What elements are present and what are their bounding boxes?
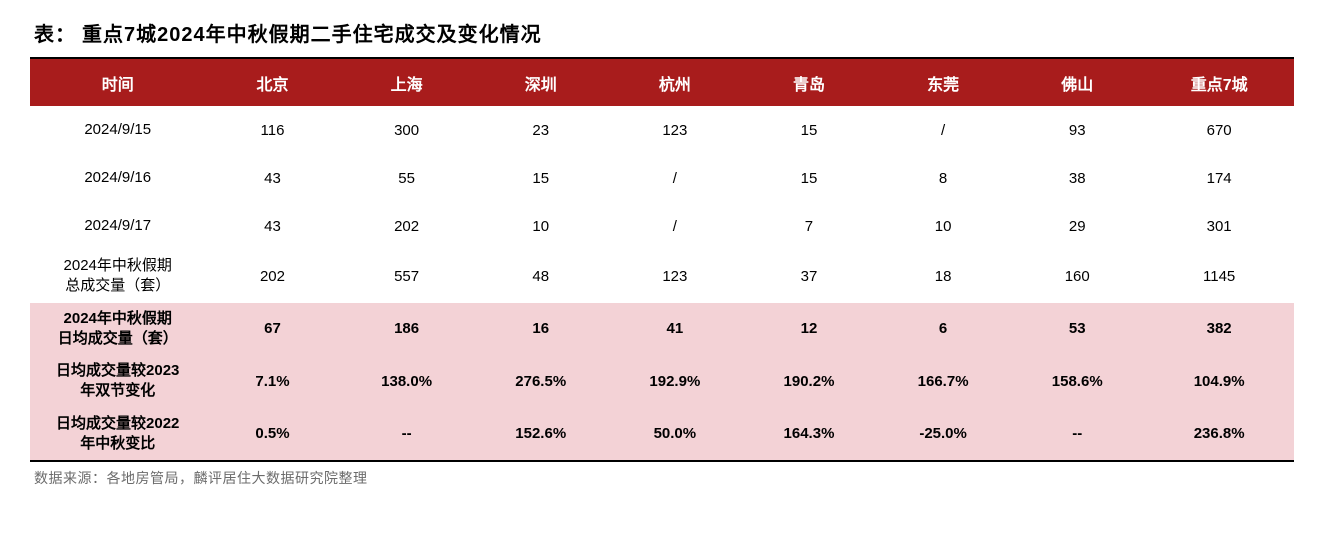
table-cell: 300: [340, 106, 474, 154]
table-body: 2024/9/151163002312315/936702024/9/16435…: [30, 106, 1294, 461]
col-header: 杭州: [608, 58, 742, 106]
table-cell: 1145: [1144, 250, 1294, 303]
col-header: 重点7城: [1144, 58, 1294, 106]
table-title: 重点7城2024年中秋假期二手住宅成交及变化情况: [82, 18, 542, 47]
col-header: 北京: [205, 58, 339, 106]
table-cell: 67: [205, 303, 339, 356]
table-cell: 10: [876, 202, 1010, 250]
table-cell: 38: [1010, 154, 1144, 202]
table-cell: 301: [1144, 202, 1294, 250]
table-cell: 15: [742, 106, 876, 154]
row-label: 日均成交量较2023年双节变化: [30, 355, 205, 408]
table-row: 2024/9/174320210/71029301: [30, 202, 1294, 250]
table-cell: 50.0%: [608, 408, 742, 462]
row-label: 2024/9/16: [30, 154, 205, 202]
col-header: 时间: [30, 58, 205, 106]
table-cell: 53: [1010, 303, 1144, 356]
table-cell: 93: [1010, 106, 1144, 154]
table-cell: 104.9%: [1144, 355, 1294, 408]
table-cell: /: [876, 106, 1010, 154]
table-cell: 123: [608, 250, 742, 303]
table-cell: 382: [1144, 303, 1294, 356]
table-cell: 43: [205, 154, 339, 202]
table-cell: 15: [474, 154, 608, 202]
col-header: 佛山: [1010, 58, 1144, 106]
table-cell: 15: [742, 154, 876, 202]
table-cell: 160: [1010, 250, 1144, 303]
table-cell: 18: [876, 250, 1010, 303]
col-header: 上海: [340, 58, 474, 106]
row-label: 2024/9/17: [30, 202, 205, 250]
row-label: 2024年中秋假期总成交量（套）: [30, 250, 205, 303]
table-cell: --: [1010, 408, 1144, 462]
table-cell: 29: [1010, 202, 1144, 250]
table-row: 2024年中秋假期总成交量（套）2025574812337181601145: [30, 250, 1294, 303]
table-row: 日均成交量较2023年双节变化7.1%138.0%276.5%192.9%190…: [30, 355, 1294, 408]
table-row: 2024/9/16435515/15838174: [30, 154, 1294, 202]
table-cell: 123: [608, 106, 742, 154]
table-header-row: 时间 北京 上海 深圳 杭州 青岛 东莞 佛山 重点7城: [30, 58, 1294, 106]
col-header: 青岛: [742, 58, 876, 106]
table-cell: 158.6%: [1010, 355, 1144, 408]
table-cell: 6: [876, 303, 1010, 356]
table-cell: 55: [340, 154, 474, 202]
data-source: 数据来源：各地房管局，麟评居住大数据研究院整理: [34, 468, 1294, 488]
table-cell: 557: [340, 250, 474, 303]
row-label: 日均成交量较2022年中秋变比: [30, 408, 205, 462]
table-cell: 41: [608, 303, 742, 356]
table-cell: 16: [474, 303, 608, 356]
table-cell: 7.1%: [205, 355, 339, 408]
table-cell: 48: [474, 250, 608, 303]
col-header: 深圳: [474, 58, 608, 106]
table-title-row: 表： 重点7城2024年中秋假期二手住宅成交及变化情况: [34, 18, 1294, 47]
data-table: 时间 北京 上海 深圳 杭州 青岛 东莞 佛山 重点7城 2024/9/1511…: [30, 57, 1294, 462]
page-root: 表： 重点7城2024年中秋假期二手住宅成交及变化情况 时间 北京 上海 深圳 …: [0, 0, 1324, 508]
table-cell: 186: [340, 303, 474, 356]
table-cell: 116: [205, 106, 339, 154]
table-cell: 23: [474, 106, 608, 154]
table-cell: 8: [876, 154, 1010, 202]
table-cell: 138.0%: [340, 355, 474, 408]
table-cell: 152.6%: [474, 408, 608, 462]
table-cell: 236.8%: [1144, 408, 1294, 462]
table-cell: 164.3%: [742, 408, 876, 462]
table-cell: 276.5%: [474, 355, 608, 408]
table-cell: 202: [340, 202, 474, 250]
table-cell: 670: [1144, 106, 1294, 154]
table-cell: 0.5%: [205, 408, 339, 462]
table-cell: 174: [1144, 154, 1294, 202]
table-cell: 12: [742, 303, 876, 356]
table-cell: /: [608, 202, 742, 250]
table-cell: --: [340, 408, 474, 462]
table-row: 2024年中秋假期日均成交量（套）67186164112653382: [30, 303, 1294, 356]
row-label: 2024/9/15: [30, 106, 205, 154]
title-prefix: 表：: [34, 18, 76, 47]
table-cell: 202: [205, 250, 339, 303]
table-cell: -25.0%: [876, 408, 1010, 462]
table-cell: 37: [742, 250, 876, 303]
table-row: 日均成交量较2022年中秋变比0.5%--152.6%50.0%164.3%-2…: [30, 408, 1294, 462]
row-label: 2024年中秋假期日均成交量（套）: [30, 303, 205, 356]
table-cell: 10: [474, 202, 608, 250]
table-cell: /: [608, 154, 742, 202]
table-row: 2024/9/151163002312315/93670: [30, 106, 1294, 154]
table-cell: 166.7%: [876, 355, 1010, 408]
table-cell: 43: [205, 202, 339, 250]
table-cell: 190.2%: [742, 355, 876, 408]
table-cell: 192.9%: [608, 355, 742, 408]
table-cell: 7: [742, 202, 876, 250]
col-header: 东莞: [876, 58, 1010, 106]
